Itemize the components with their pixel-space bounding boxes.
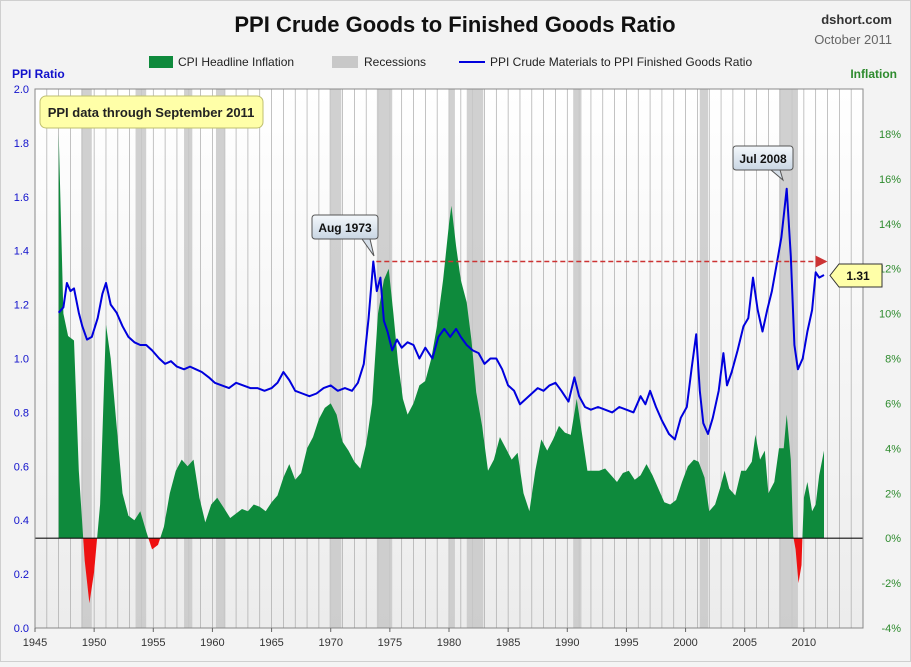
publish-date: October 2011 (814, 32, 892, 47)
latest-value-box (829, 263, 883, 288)
cpi-area-negative (148, 538, 161, 550)
y-left-tick-label: 0.6 (14, 461, 29, 473)
cpi-area-positive (58, 133, 84, 539)
cpi-area-negative (83, 538, 98, 604)
legend-recession-swatch (332, 56, 358, 68)
y-left-tick-label: 1.6 (14, 192, 29, 204)
latest-value-callout: 1.31 (829, 263, 883, 288)
callout-1973: Aug 1973 (311, 214, 379, 257)
recession-band (699, 89, 709, 628)
callout-2008-box (732, 145, 794, 171)
note-text: PPI data through September 2011 (48, 105, 255, 120)
legend-recession-label: Recessions (364, 55, 426, 69)
cpi-area-positive (802, 450, 824, 539)
y-right-tick-label: 16% (879, 174, 901, 186)
note-box (39, 95, 264, 129)
x-tick-label: 2000 (673, 637, 697, 649)
x-tick-label: 2005 (732, 637, 756, 649)
cpi-area-positive (97, 324, 149, 539)
y-right-tick-label: 6% (885, 398, 901, 410)
x-tick-label: 2010 (792, 637, 816, 649)
y-right-tick-label: -2% (881, 578, 901, 590)
y-left-tick-label: 0.2 (14, 569, 29, 581)
callout-2008: Jul 2008 (732, 145, 794, 182)
x-tick-label: 1950 (82, 637, 106, 649)
legend-ppi-label: PPI Crude Materials to PPI Finished Good… (490, 55, 752, 69)
callout-1973-label: Aug 1973 (318, 221, 372, 235)
y-right-tick-label: 4% (885, 443, 901, 455)
y-left-tick-label: 0.0 (14, 623, 29, 635)
y-left-tick-label: 1.8 (14, 138, 29, 150)
y-right-tick-label: 8% (885, 354, 901, 366)
right-axis-title: Inflation (850, 67, 897, 81)
x-tick-label: 1980 (437, 637, 461, 649)
recession-band (329, 89, 342, 628)
recession-band (215, 89, 226, 628)
x-tick-label: 1995 (614, 637, 638, 649)
callout-2008-label: Jul 2008 (739, 152, 787, 166)
x-tick-label: 1955 (141, 637, 165, 649)
x-tick-label: 1960 (200, 637, 224, 649)
y-right-tick-label: 14% (879, 219, 901, 231)
x-tick-label: 1965 (259, 637, 283, 649)
y-right-tick-label: -4% (881, 623, 901, 635)
y-left-tick-label: 2.0 (14, 84, 29, 96)
y-right-tick-label: 10% (879, 309, 901, 321)
callout-1973-box (311, 214, 379, 240)
y-right-tick-label: 2% (885, 488, 901, 500)
x-tick-label: 1975 (378, 637, 402, 649)
y-left-tick-label: 1.4 (14, 246, 29, 258)
y-left-tick-label: 0.8 (14, 407, 29, 419)
legend-cpi-label: CPI Headline Inflation (178, 55, 294, 69)
cpi-layer (58, 133, 824, 604)
callout-1973-pointer (361, 238, 375, 257)
ratio-layer (57, 187, 825, 441)
left-axis-title: PPI Ratio (12, 67, 65, 81)
y-left-tick-label: 0.4 (14, 515, 29, 527)
y-right-tick-label: 12% (879, 264, 901, 276)
legend-cpi-swatch (149, 56, 173, 68)
y-left-tick-label: 1.0 (14, 354, 29, 366)
data-note: PPI data through September 2011 (39, 95, 264, 129)
y-right-tick-label: 0% (885, 533, 901, 545)
cpi-area-positive (160, 205, 794, 539)
x-tick-label: 1970 (318, 637, 342, 649)
x-tick-label: 1990 (555, 637, 579, 649)
y-left-tick-label: 1.2 (14, 300, 29, 312)
x-tick-label: 1985 (496, 637, 520, 649)
legend: CPI Headline Inflation Recessions PPI Cr… (149, 55, 752, 69)
cpi-area-negative (793, 538, 803, 584)
site-name: dshort.com (821, 12, 892, 27)
x-tick-label: 1945 (23, 637, 47, 649)
recession-band (573, 89, 582, 628)
axis-layer: 1945 1950 1955 1960 1965 1970 1975 1980 1985 1990… (14, 84, 902, 649)
latest-value-label: 1.31 (846, 269, 870, 283)
recession-band (135, 89, 147, 628)
recession-band (81, 89, 92, 628)
ppi-ratio-line (57, 187, 825, 441)
chart-title: PPI Crude Goods to Finished Goods Ratio (234, 12, 675, 37)
callout-2008-pointer (769, 169, 784, 182)
recession-band (184, 89, 193, 628)
y-right-tick-label: 18% (879, 129, 901, 141)
